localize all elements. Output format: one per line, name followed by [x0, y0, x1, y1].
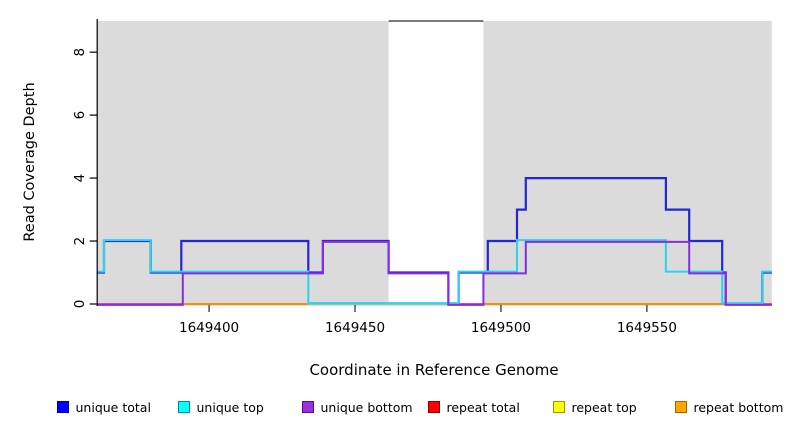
y-tick-label: 6	[72, 111, 88, 120]
x-tick-label: 1649400	[179, 320, 239, 336]
legend-label: unique top	[196, 399, 264, 415]
series-line-unique-top	[96, 239, 772, 305]
legend-swatch-icon	[178, 401, 190, 413]
shaded-region	[96, 20, 389, 304]
legend-label: repeat total	[446, 399, 520, 415]
shaded-region	[483, 20, 772, 304]
y-axis-title: Read Coverage Depth	[22, 82, 38, 242]
legend-item-repeat-total: repeat total	[428, 399, 520, 415]
y-tick-label: 8	[72, 48, 88, 57]
legend-swatch-icon	[302, 401, 314, 413]
x-tick-label: 1649500	[471, 320, 531, 336]
legend-item-repeat-top: repeat top	[553, 399, 637, 415]
legend-item-unique-top: unique top	[178, 399, 264, 415]
legend-swatch-icon	[553, 401, 565, 413]
x-tick-label: 1649550	[617, 320, 677, 336]
x-tick-label: 1649450	[325, 320, 385, 336]
series-line-unique-bottom	[96, 240, 772, 306]
legend-label: repeat top	[571, 399, 637, 415]
y-tick-label: 2	[72, 237, 88, 246]
y-tick-label: 4	[72, 174, 88, 183]
legend-item-unique-total: unique total	[57, 399, 151, 415]
y-tick-label: 0	[72, 300, 88, 309]
legend-item-unique-bottom: unique bottom	[302, 399, 413, 415]
x-axis-title: Coordinate in Reference Genome	[309, 361, 559, 379]
legend-label: unique total	[75, 399, 151, 415]
legend-swatch-icon	[675, 401, 687, 413]
legend-label: repeat bottom	[693, 399, 784, 415]
legend-swatch-icon	[57, 401, 69, 413]
legend-item-repeat-bottom: repeat bottom	[675, 399, 784, 415]
legend-swatch-icon	[428, 401, 440, 413]
legend-label: unique bottom	[320, 399, 413, 415]
